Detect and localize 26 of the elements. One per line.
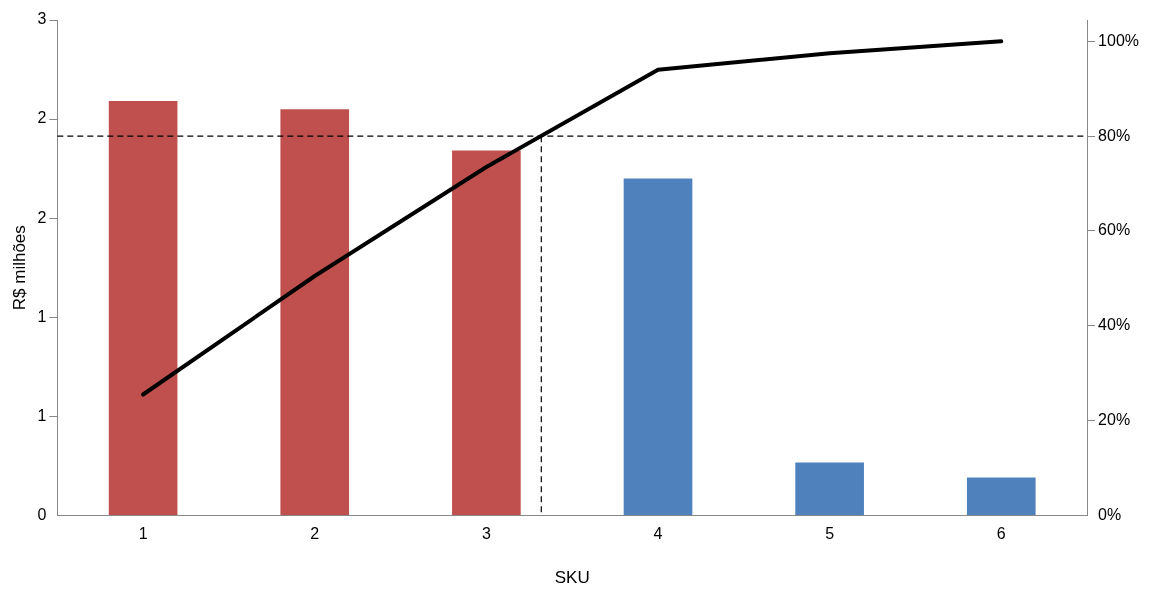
y-tick-label: 2 [37,109,47,127]
x-tick-label: 3 [481,525,491,543]
bar [966,477,1036,515]
bar [280,109,350,515]
y-tick-label: 0 [37,505,47,523]
x-tick-label: 5 [825,525,835,543]
x-tick-label: 1 [138,525,148,543]
bar [795,462,864,515]
y-tick-label: 1 [37,406,47,424]
y-tick-label: 2 [37,208,47,226]
bar [108,100,178,515]
y2-tick-label: 60% [1098,221,1131,239]
y2-tick-label: 40% [1098,316,1131,334]
y-tick-label: 1 [37,307,47,325]
y2-tick-label: 100% [1098,31,1139,49]
y2-tick-label: 0% [1098,505,1122,523]
y2-tick-label: 20% [1098,410,1131,428]
bar [452,150,521,515]
x-axis-title: SKU [554,568,590,588]
y-axis-title: R$ milhões [9,225,29,311]
y2-tick-label: 80% [1098,126,1131,144]
x-tick-label: 4 [653,525,663,543]
x-tick-label: 6 [996,525,1006,543]
y-tick-label: 3 [37,10,47,28]
x-tick-label: 2 [310,525,320,543]
bar [623,178,693,515]
